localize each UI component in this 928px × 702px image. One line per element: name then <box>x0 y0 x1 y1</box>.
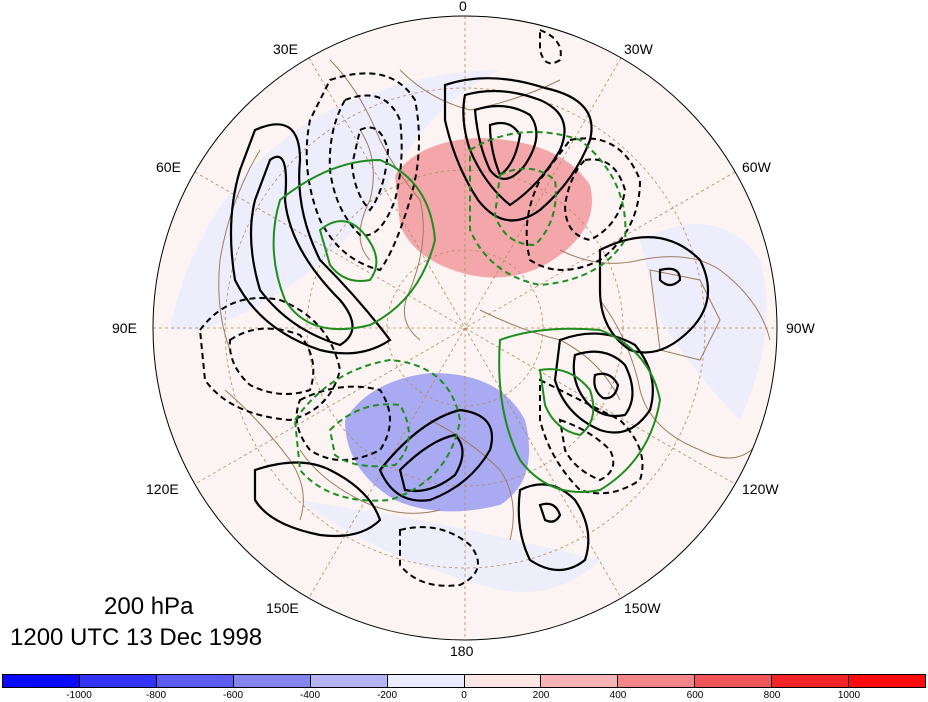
lon-label-30w: 30W <box>624 41 653 57</box>
colorbar-tick-label: 400 <box>609 690 627 701</box>
lon-label-180: 180 <box>450 643 474 659</box>
colorbar-tick-label: 600 <box>686 690 704 701</box>
colorbar-tick-label: -600 <box>222 690 244 701</box>
lon-label-0: 0 <box>459 0 467 14</box>
graticule <box>153 16 777 640</box>
colorbar <box>2 674 926 688</box>
lon-label-60e: 60E <box>156 159 181 175</box>
lon-label-90w: 90W <box>786 320 815 336</box>
colorbar-tick-label: -400 <box>299 690 321 701</box>
colorbar-tick-label: -800 <box>145 690 167 701</box>
green-dashed-contours <box>293 131 627 502</box>
colorbar-segment <box>464 675 542 687</box>
colorbar-segment <box>3 675 80 687</box>
shade-weak-negative <box>170 70 500 330</box>
pressure-level-title: 200 hPa <box>104 593 194 620</box>
colorbar-segment <box>618 675 696 687</box>
coastlines <box>218 59 771 541</box>
shade-weak-negative <box>640 224 767 420</box>
lon-label-60w: 60W <box>742 159 771 175</box>
lon-label-150w: 150W <box>624 600 661 616</box>
colorbar-segment <box>772 675 850 687</box>
lon-label-90e: 90E <box>112 320 137 336</box>
map-border <box>152 15 778 641</box>
negative-contours <box>198 28 644 587</box>
colorbar-tick-label: 200 <box>532 690 550 701</box>
colorbar-tick-label: 0 <box>461 690 467 701</box>
lon-label-150e: 150E <box>266 600 299 616</box>
colorbar-segment <box>849 675 926 687</box>
green-contours <box>272 158 662 493</box>
colorbar-segment <box>233 675 311 687</box>
colorbar-tick-label: 1000 <box>837 690 861 701</box>
valid-time-title: 1200 UTC 13 Dec 1998 <box>10 624 263 651</box>
colorbar-tick-label: -200 <box>376 690 398 701</box>
colorbar-tick-label: 800 <box>763 690 781 701</box>
lon-label-30e: 30E <box>273 41 298 57</box>
colorbar-segment <box>79 675 157 687</box>
colorbar-segment <box>695 675 773 687</box>
lon-label-120e: 120E <box>146 481 179 497</box>
colorbar-segment <box>310 675 388 687</box>
colorbar-tick-label: -1000 <box>66 690 92 701</box>
colorbar-segment <box>387 675 465 687</box>
colorbar-segment <box>156 675 234 687</box>
colorbar-segment <box>541 675 619 687</box>
map-contents <box>153 16 777 640</box>
lon-label-120w: 120W <box>742 481 779 497</box>
